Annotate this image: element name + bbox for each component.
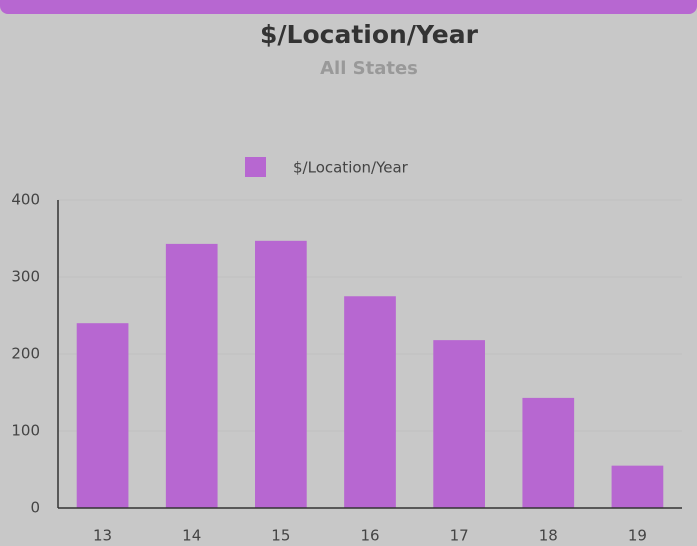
x-tick-label: 17: [450, 527, 469, 545]
x-tick-label: 19: [628, 527, 647, 545]
bar: [522, 397, 575, 508]
bar: [165, 243, 218, 508]
x-tick-label: 15: [271, 527, 290, 545]
bar: [255, 240, 307, 508]
chart-title: $/Location/Year: [260, 20, 479, 49]
y-tick-label: 400: [11, 191, 40, 209]
y-tick-label: 200: [11, 345, 40, 363]
top-bar: [0, 0, 697, 14]
chart-subtitle: All States: [320, 58, 418, 79]
legend-label: $/Location/Year: [293, 159, 409, 177]
x-tick-label: 14: [182, 527, 201, 545]
x-tick-label: 16: [360, 527, 379, 545]
y-tick-label: 0: [30, 499, 40, 517]
bar: [433, 340, 485, 508]
bar: [76, 323, 129, 508]
y-tick-label: 300: [11, 268, 40, 286]
bar: [611, 465, 664, 508]
legend-swatch: [245, 157, 266, 177]
x-tick-label: 13: [93, 527, 112, 545]
bar: [344, 296, 396, 508]
x-tick-label: 18: [539, 527, 558, 545]
y-tick-label: 100: [11, 422, 40, 440]
